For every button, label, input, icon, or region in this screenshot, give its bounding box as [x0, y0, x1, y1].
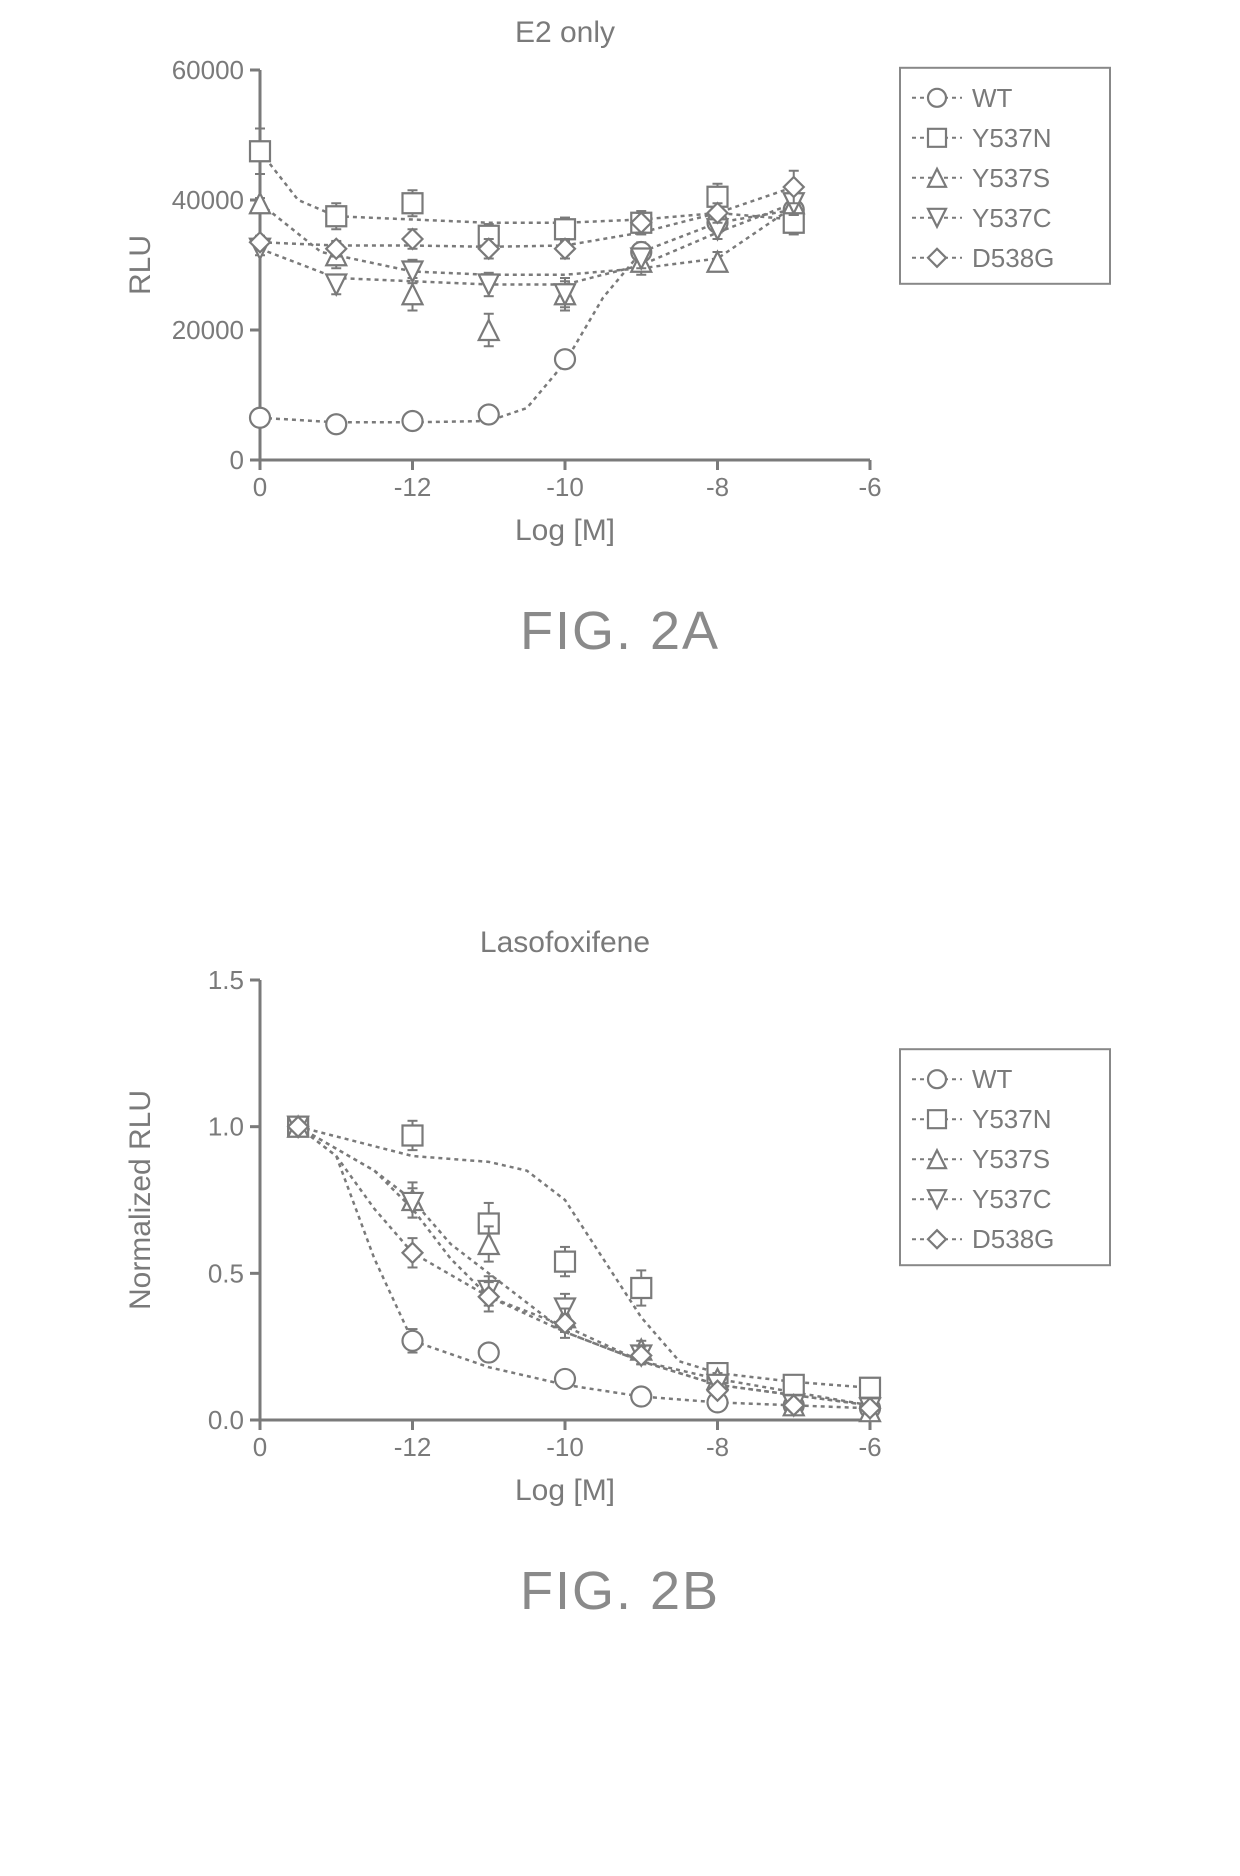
legend-label-Y537S: Y537S: [972, 1144, 1050, 1174]
legend-label-D538G: D538G: [972, 243, 1054, 273]
series-WT: [288, 1117, 880, 1419]
series-fit-Y537S: [298, 1127, 870, 1406]
x-tick-label: -10: [546, 1432, 584, 1462]
y-tick-label: 0.0: [208, 1405, 244, 1435]
x-tick-label: 0: [253, 472, 267, 502]
y-tick-label: 60000: [172, 55, 244, 85]
figure-2a-block: E2 only 0 20000 40000 60000 0 -12 -10 -8 -6 Log [M…: [0, 10, 1240, 662]
series-fit-Y537N: [298, 1127, 870, 1388]
legend-label-D538G: D538G: [972, 1224, 1054, 1254]
chart-b: Lasofoxifene 0.0 0.5 1.0 1.5 0 -12 -10 -8 -6 Log […: [90, 920, 1150, 1530]
x-tick-label: -6: [858, 472, 881, 502]
x-tick-label: -10: [546, 472, 584, 502]
series-D538G: [288, 1117, 880, 1419]
series-fit-D538G: [298, 1127, 870, 1406]
y-axis-label: Normalized RLU: [124, 1090, 157, 1310]
x-tick-label: -12: [394, 1432, 432, 1462]
x-tick-label: -6: [858, 1432, 881, 1462]
chart-a: E2 only 0 20000 40000 60000 0 -12 -10 -8 -6 Log [M…: [90, 10, 1150, 570]
series-fit-WT: [298, 1127, 870, 1409]
legend-label-Y537N: Y537N: [972, 123, 1052, 153]
legend-label-Y537C: Y537C: [972, 203, 1052, 233]
y-tick-label: 1.0: [208, 1112, 244, 1142]
series-Y537N: [288, 1117, 880, 1398]
legend-label-Y537N: Y537N: [972, 1104, 1052, 1134]
legend-label-Y537C: Y537C: [972, 1184, 1052, 1214]
y-tick-label: 20000: [172, 315, 244, 345]
chart-title: Lasofoxifene: [480, 926, 650, 959]
y-tick-label: 1.5: [208, 965, 244, 995]
page: E2 only 0 20000 40000 60000 0 -12 -10 -8 -6 Log [M…: [0, 0, 1240, 1876]
fig-2a-caption: FIG. 2A: [0, 600, 1240, 662]
legend-label-WT: WT: [972, 1064, 1013, 1094]
x-axis-label: Log [M]: [515, 1474, 615, 1507]
figure-2b-block: Lasofoxifene 0.0 0.5 1.0 1.5 0 -12 -10 -8 -6 Log […: [0, 920, 1240, 1622]
x-tick-label: -8: [706, 1432, 729, 1462]
series-Y537C: [288, 1117, 880, 1419]
x-tick-label: -8: [706, 472, 729, 502]
series-fit-Y537C: [298, 1127, 870, 1406]
chart-title: E2 only: [515, 16, 615, 49]
legend-label-Y537S: Y537S: [972, 163, 1050, 193]
x-tick-label: 0: [253, 1432, 267, 1462]
x-axis-label: Log [M]: [515, 514, 615, 547]
y-axis-label: RLU: [124, 235, 157, 295]
y-tick-label: 40000: [172, 185, 244, 215]
x-tick-label: -12: [394, 472, 432, 502]
y-tick-label: 0.5: [208, 1258, 244, 1288]
legend-label-WT: WT: [972, 83, 1013, 113]
fig-2b-caption: FIG. 2B: [0, 1560, 1240, 1622]
y-tick-label: 0: [230, 445, 244, 475]
